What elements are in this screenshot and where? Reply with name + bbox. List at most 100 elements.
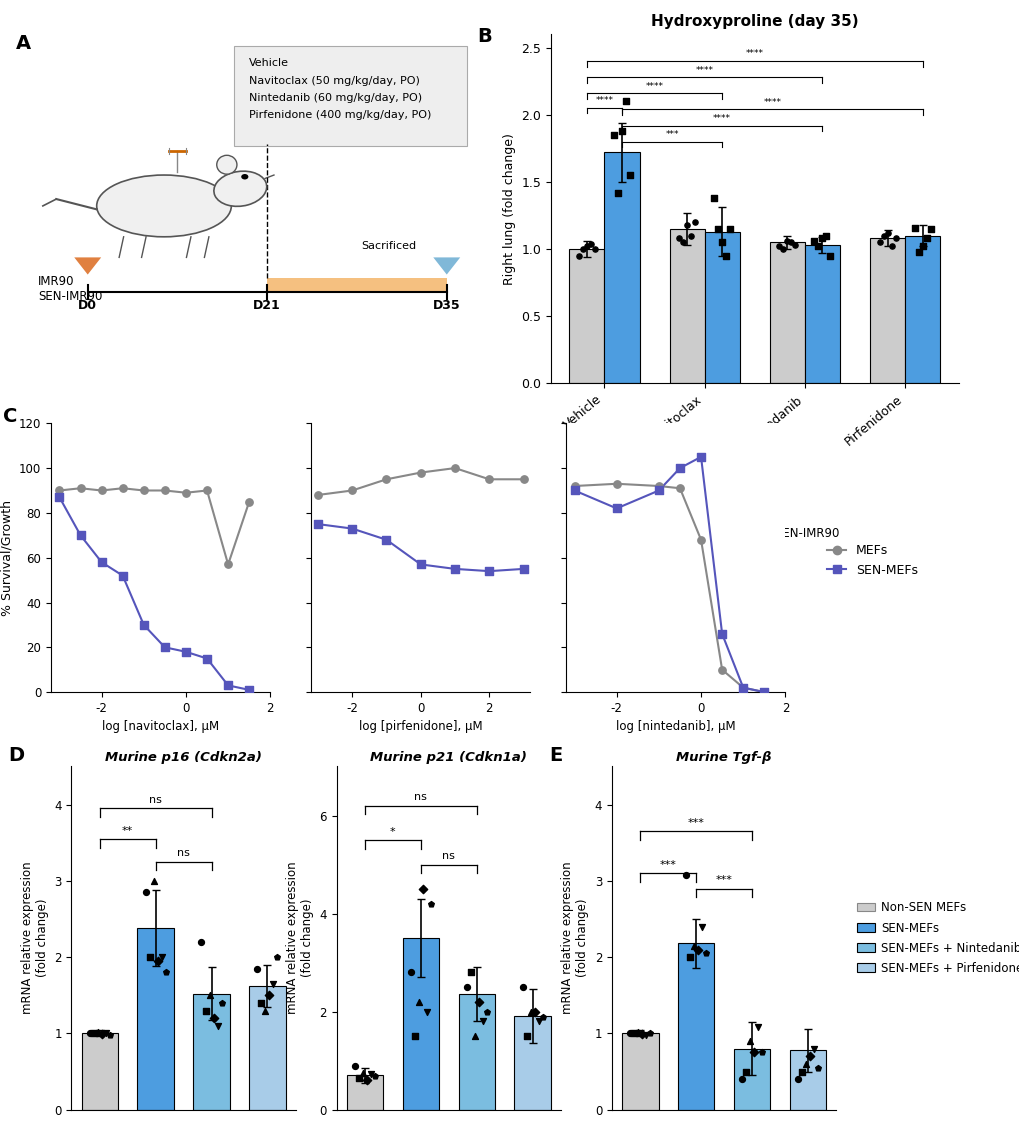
X-axis label: log [pirfenidone], μM: log [pirfenidone], μM [359,721,482,733]
Point [422,895,438,913]
Point [51,488,67,507]
Point [157,638,173,657]
Point [82,1024,98,1042]
Point [874,227,891,245]
Point [142,948,158,967]
Point [906,219,922,237]
Point [878,224,895,243]
Bar [904,236,940,383]
Point [713,233,730,252]
Ellipse shape [214,172,267,206]
Point [910,243,926,261]
Bar [622,1033,658,1110]
Point [721,220,738,238]
Text: ****: **** [695,65,713,74]
Point [518,1027,534,1046]
Point [675,233,691,252]
Text: E: E [548,746,561,765]
Point [470,993,486,1011]
Point [150,952,166,970]
Point [753,1043,769,1062]
Text: C: C [3,407,17,427]
Point [671,229,687,247]
Point [515,470,531,488]
Bar [194,994,229,1110]
Point [154,948,170,967]
Point [735,678,751,697]
Point [566,477,582,495]
Point [205,1009,221,1027]
Point [411,993,427,1011]
Point [801,1047,817,1065]
Point [672,479,688,498]
Point [86,1024,102,1042]
Point [797,1055,813,1073]
Text: D35: D35 [432,299,461,312]
Point [351,1068,367,1087]
Point [213,994,229,1012]
Bar [249,986,285,1110]
Point [737,1063,753,1081]
Point [136,482,152,500]
Point [310,486,326,505]
Text: ns: ns [442,851,454,861]
Circle shape [240,174,249,180]
Point [574,240,590,259]
Point [359,1071,375,1089]
Point [72,479,89,498]
Y-axis label: mRNA relative expression
(fold change): mRNA relative expression (fold change) [560,861,589,1015]
Point [694,917,710,936]
Point [774,240,791,259]
Point [650,477,666,495]
Legend: IMR90, SEN-IMR90: IMR90, SEN-IMR90 [664,523,844,545]
Point [622,1024,638,1042]
Bar [604,152,639,383]
Text: ****: **** [762,97,781,106]
Point [692,531,708,549]
Point [413,555,429,573]
Point [779,232,795,251]
Point [692,447,708,466]
Point [343,482,360,500]
Point [367,1067,383,1086]
Text: **: ** [122,826,133,835]
Bar [704,231,739,383]
Point [870,233,887,252]
Point [793,1063,809,1081]
Point [586,240,602,259]
Point [446,459,463,477]
Legend: Non-SEN MEFs, SEN-MEFs, SEN-MEFs + Nintedanib, SEN-MEFs + Pirfenidone: Non-SEN MEFs, SEN-MEFs, SEN-MEFs + Ninte… [852,897,1019,979]
Point [582,235,598,253]
Bar [804,245,840,383]
X-axis label: log [navitoclax], μM: log [navitoclax], μM [102,721,219,733]
Point [805,1040,821,1058]
Point [821,247,838,265]
Point [98,1024,114,1042]
Title: Hydroxyproline (day 35): Hydroxyproline (day 35) [650,14,858,29]
FancyBboxPatch shape [233,46,467,145]
Point [114,479,130,498]
Text: *: * [389,827,395,836]
Point [177,484,194,502]
Text: Pirfenidone (400 mg/kg/day, PO): Pirfenidone (400 mg/kg/day, PO) [249,110,431,120]
Point [265,975,281,993]
Point [94,1025,110,1043]
Point [678,866,694,884]
Point [809,237,825,255]
Point [201,986,217,1004]
Point [363,1065,379,1083]
Point [789,1070,805,1088]
Point [177,643,194,661]
Point [240,681,257,699]
Y-axis label: mRNA relative expression
(fold change): mRNA relative expression (fold change) [285,861,314,1015]
Point [403,963,419,982]
Point [346,1056,363,1074]
Point [197,1001,213,1019]
Point [157,482,173,500]
Text: A: A [16,34,31,54]
Point [679,216,695,235]
Point [882,237,899,255]
Point [261,986,277,1004]
Bar [346,1075,383,1110]
Text: ***: *** [715,875,732,885]
